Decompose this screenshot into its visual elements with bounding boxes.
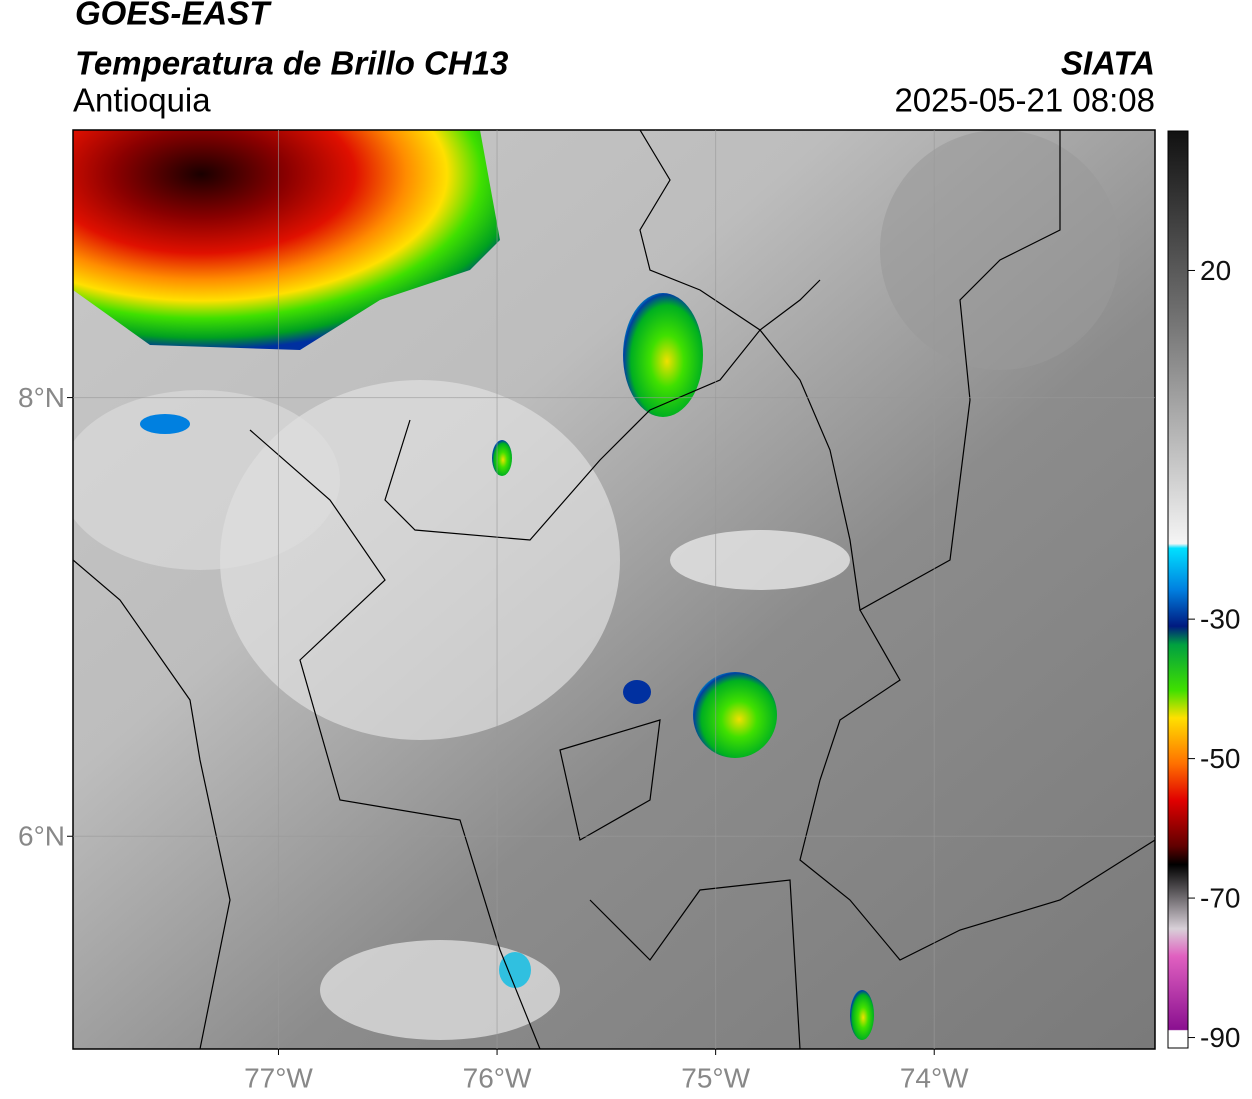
product: Temperatura de Brillo CH13 bbox=[75, 45, 508, 82]
x-tick-label: 76°W bbox=[463, 1062, 532, 1093]
colorbar-tick-label: 20 bbox=[1200, 255, 1231, 286]
y-tick-label: 8°N bbox=[18, 382, 65, 413]
region: Antioquia bbox=[73, 82, 211, 119]
agency: SIATA bbox=[1061, 45, 1155, 82]
satellite: GOES-EAST bbox=[75, 0, 272, 32]
colorbar-tick-label: -50 bbox=[1200, 743, 1240, 774]
satellite-image bbox=[73, 130, 1155, 1049]
x-tick-label: 74°W bbox=[900, 1062, 969, 1093]
colorbar-tick-label: -70 bbox=[1200, 882, 1240, 913]
x-tick-label: 77°W bbox=[244, 1062, 313, 1093]
timestamp: 2025-05-21 08:08 bbox=[894, 82, 1155, 119]
colorbar bbox=[1167, 130, 1189, 1049]
y-tick-label: 6°N bbox=[18, 821, 65, 852]
colorbar-tick-label: -30 bbox=[1200, 604, 1240, 635]
x-tick-label: 75°W bbox=[681, 1062, 750, 1093]
colorbar-tick-label: -90 bbox=[1200, 1022, 1240, 1053]
map-frame bbox=[72, 129, 1156, 1050]
